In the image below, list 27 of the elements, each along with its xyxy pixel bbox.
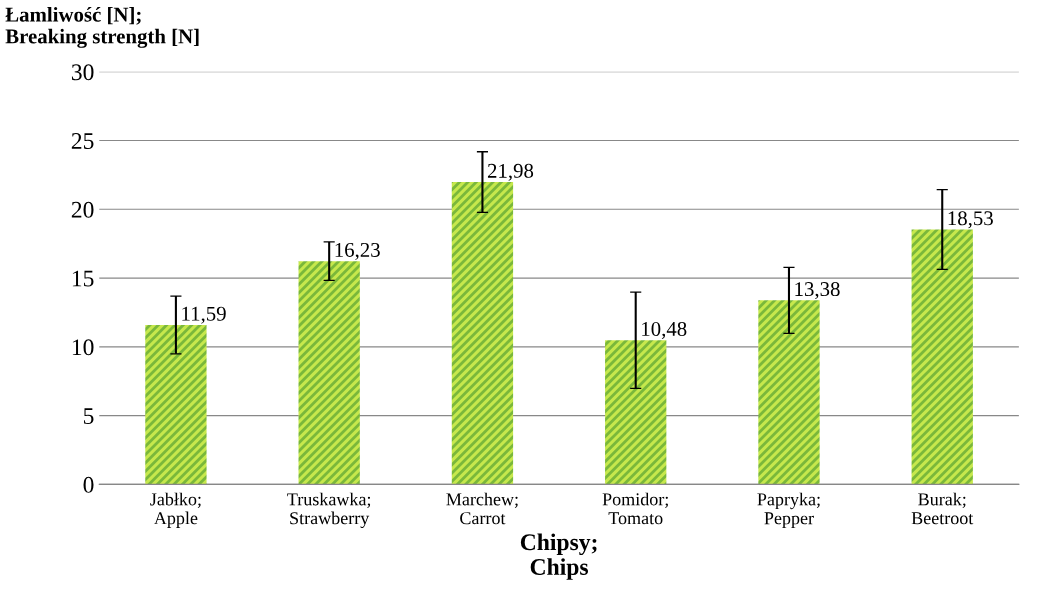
data-label: 21,98 (487, 163, 534, 181)
x-tick-label: Marchew; Carrot (446, 492, 518, 525)
data-label: 13,38 (795, 282, 840, 300)
x-tick-label: Burak; Beetroot (911, 492, 974, 525)
data-label: 10,48 (642, 321, 687, 339)
bar (605, 340, 667, 485)
x-tick-label: Truskawka; Strawberry (287, 492, 371, 529)
data-label: 11,59 (182, 306, 226, 324)
data-label: 18,53 (948, 211, 993, 229)
x-tick-label: Papryka; Pepper (757, 492, 820, 529)
bar (758, 300, 820, 485)
y-tick-label: 30 (71, 64, 94, 81)
x-tick-label: Jabłko; Apple (150, 492, 201, 528)
y-tick-label: 5 (83, 408, 94, 425)
bar (911, 229, 973, 485)
data-label: 16,23 (335, 242, 380, 260)
bar (145, 324, 207, 485)
x-axis-title: Chipsy; Chips (520, 533, 597, 580)
bar (451, 182, 514, 485)
y-tick-label: 0 (83, 476, 94, 493)
x-tick-label: Pomidor; Tomato (602, 492, 668, 525)
y-tick-label: 10 (72, 339, 94, 356)
y-tick-label: 25 (71, 133, 94, 149)
y-tick-label: 20 (71, 201, 94, 218)
y-axis-title: Łamliwość [N]; Breaking strength [N] (5, 6, 199, 48)
y-tick-label: 15 (72, 270, 94, 287)
bar (298, 261, 360, 485)
